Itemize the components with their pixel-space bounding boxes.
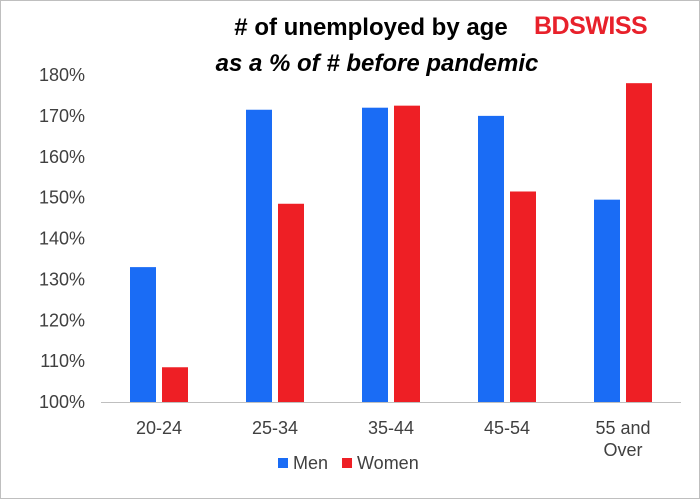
x-tick-label: 55 and Over	[595, 418, 650, 460]
logo-text-swiss: SWISS	[569, 12, 647, 40]
legend: Men Women	[278, 453, 419, 473]
x-axis-tick-labels: 20-24 25-34 35-44 45-54 55 and Over	[136, 418, 651, 460]
chart-title: # of unemployed by age	[234, 14, 507, 41]
bar-women-2	[278, 203, 304, 402]
chart-subtitle: as a % of # before pandemic	[216, 50, 539, 77]
bar-women-3	[394, 105, 420, 402]
bar-men-5	[594, 199, 620, 402]
y-tick-label: 150%	[39, 188, 85, 208]
bdswiss-logo: BDSWISS	[534, 12, 648, 40]
legend-swatch-men	[278, 458, 288, 468]
legend-swatch-women	[342, 458, 353, 468]
bar-men-3	[362, 107, 388, 402]
y-tick-label: 160%	[39, 147, 85, 167]
y-tick-label: 140%	[39, 229, 85, 249]
x-tick-label: 35-44	[368, 418, 414, 438]
bar-women-4	[510, 191, 536, 402]
logo-text-bd: BD	[534, 12, 569, 40]
y-tick-label: 100%	[39, 392, 85, 412]
bar-women-1	[162, 367, 188, 402]
bars-group	[130, 83, 652, 403]
y-tick-label: 130%	[39, 269, 85, 289]
x-tick-label: 25-34	[252, 418, 298, 438]
x-tick-label: 45-54	[484, 418, 530, 438]
bar-women-5	[626, 83, 652, 403]
legend-label-men: Men	[293, 453, 328, 473]
y-tick-label: 110%	[40, 351, 85, 371]
y-tick-label: 180%	[39, 65, 85, 85]
bar-men-4	[478, 115, 504, 402]
legend-label-women: Women	[357, 453, 419, 473]
y-tick-label: 170%	[39, 106, 85, 126]
logo-text: BDSWISS	[534, 12, 647, 40]
bar-men-2	[246, 109, 272, 403]
bar-men-1	[130, 267, 156, 402]
x-tick-label: 20-24	[136, 418, 182, 438]
y-tick-label: 120%	[39, 310, 85, 330]
y-axis-tick-labels: 100% 110% 120% 130% 140% 150% 160% 170% 180%	[39, 65, 85, 412]
